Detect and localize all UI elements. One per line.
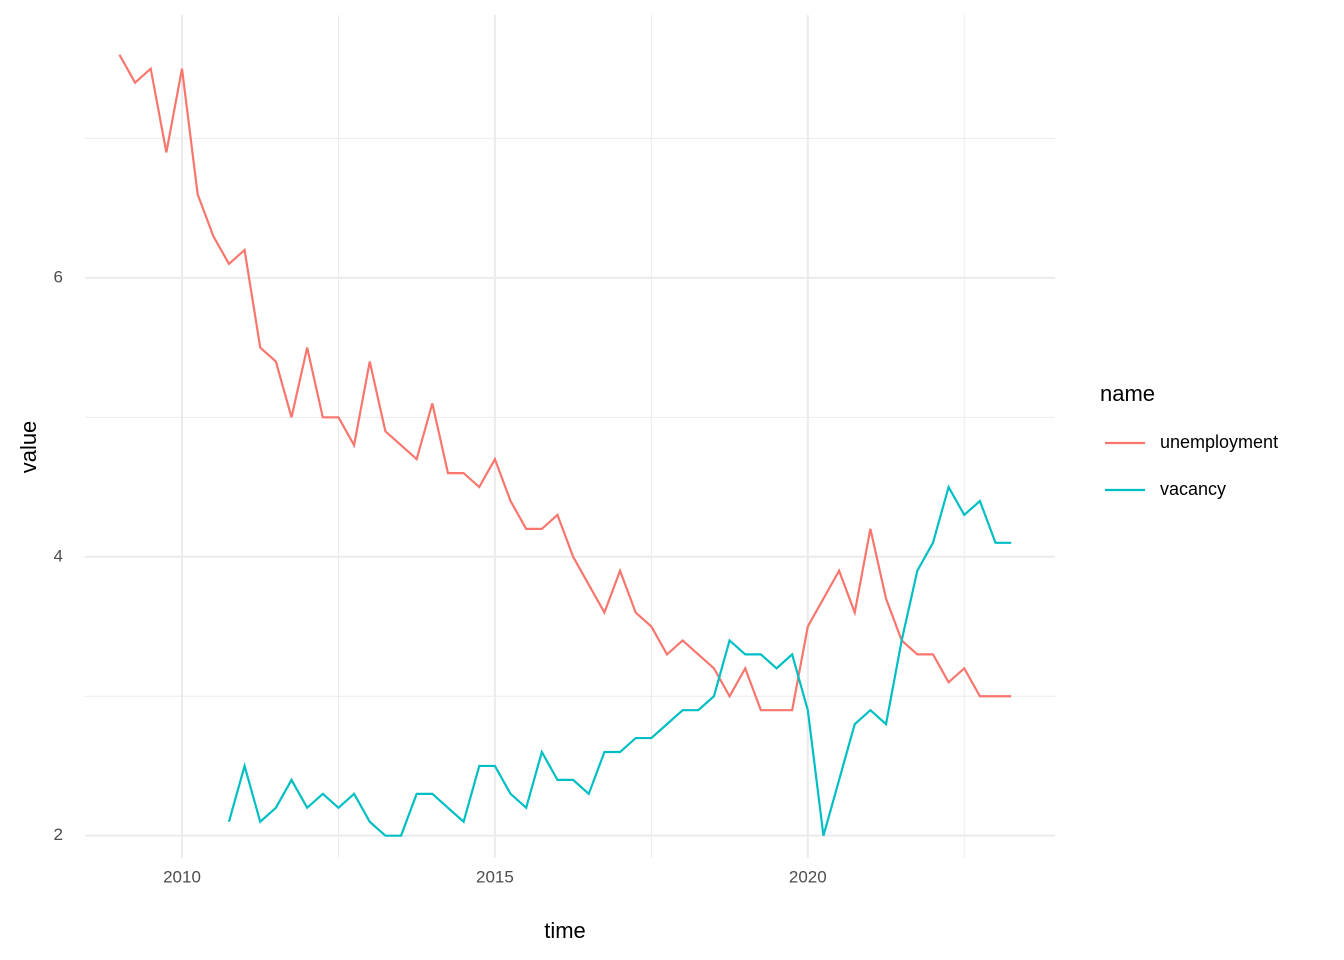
y-tick-label: 6 [54,267,63,286]
x-tick-label: 2020 [789,867,827,886]
y-axis-title: value [16,421,41,474]
grid [85,15,1055,858]
x-tick-label: 2015 [476,867,514,886]
series-line [118,54,1012,712]
y-tick-label: 2 [54,825,63,844]
lines [118,54,1012,837]
y-tick-label: 4 [54,546,63,565]
legend-title: name [1100,381,1155,406]
legend-label: unemployment [1160,432,1278,452]
x-tick-label: 2010 [163,867,201,886]
x-axis-title: time [544,918,586,943]
series-line [227,484,1012,837]
legend-label: vacancy [1160,479,1226,499]
